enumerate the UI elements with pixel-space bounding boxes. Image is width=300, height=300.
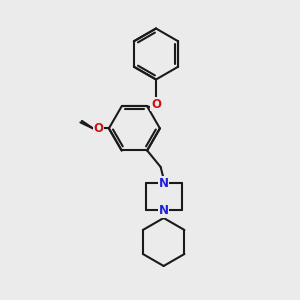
Text: N: N <box>159 177 169 190</box>
Text: N: N <box>159 204 169 217</box>
Text: O: O <box>93 122 103 135</box>
Text: O: O <box>151 98 161 111</box>
